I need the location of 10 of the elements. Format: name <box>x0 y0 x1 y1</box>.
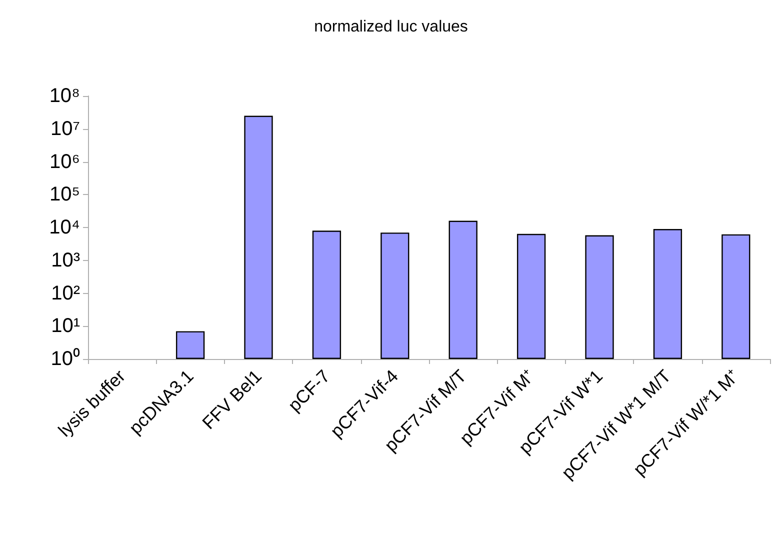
y-tick-label: 10⁷ <box>50 118 80 140</box>
y-tick-label: 10¹ <box>51 315 80 338</box>
y-tick-label: 10⁰ <box>50 347 80 370</box>
y-tick-label: 10² <box>51 282 80 304</box>
y-tick-label: 10⁶ <box>50 150 80 173</box>
y-tick-label: 10⁴ <box>49 216 80 238</box>
y-tick-label: 10⁸ <box>49 85 80 107</box>
y-tick-label: 10³ <box>51 249 80 272</box>
y-tick-label: 10⁵ <box>49 184 80 206</box>
chart-title: normalized luc values <box>314 18 468 36</box>
